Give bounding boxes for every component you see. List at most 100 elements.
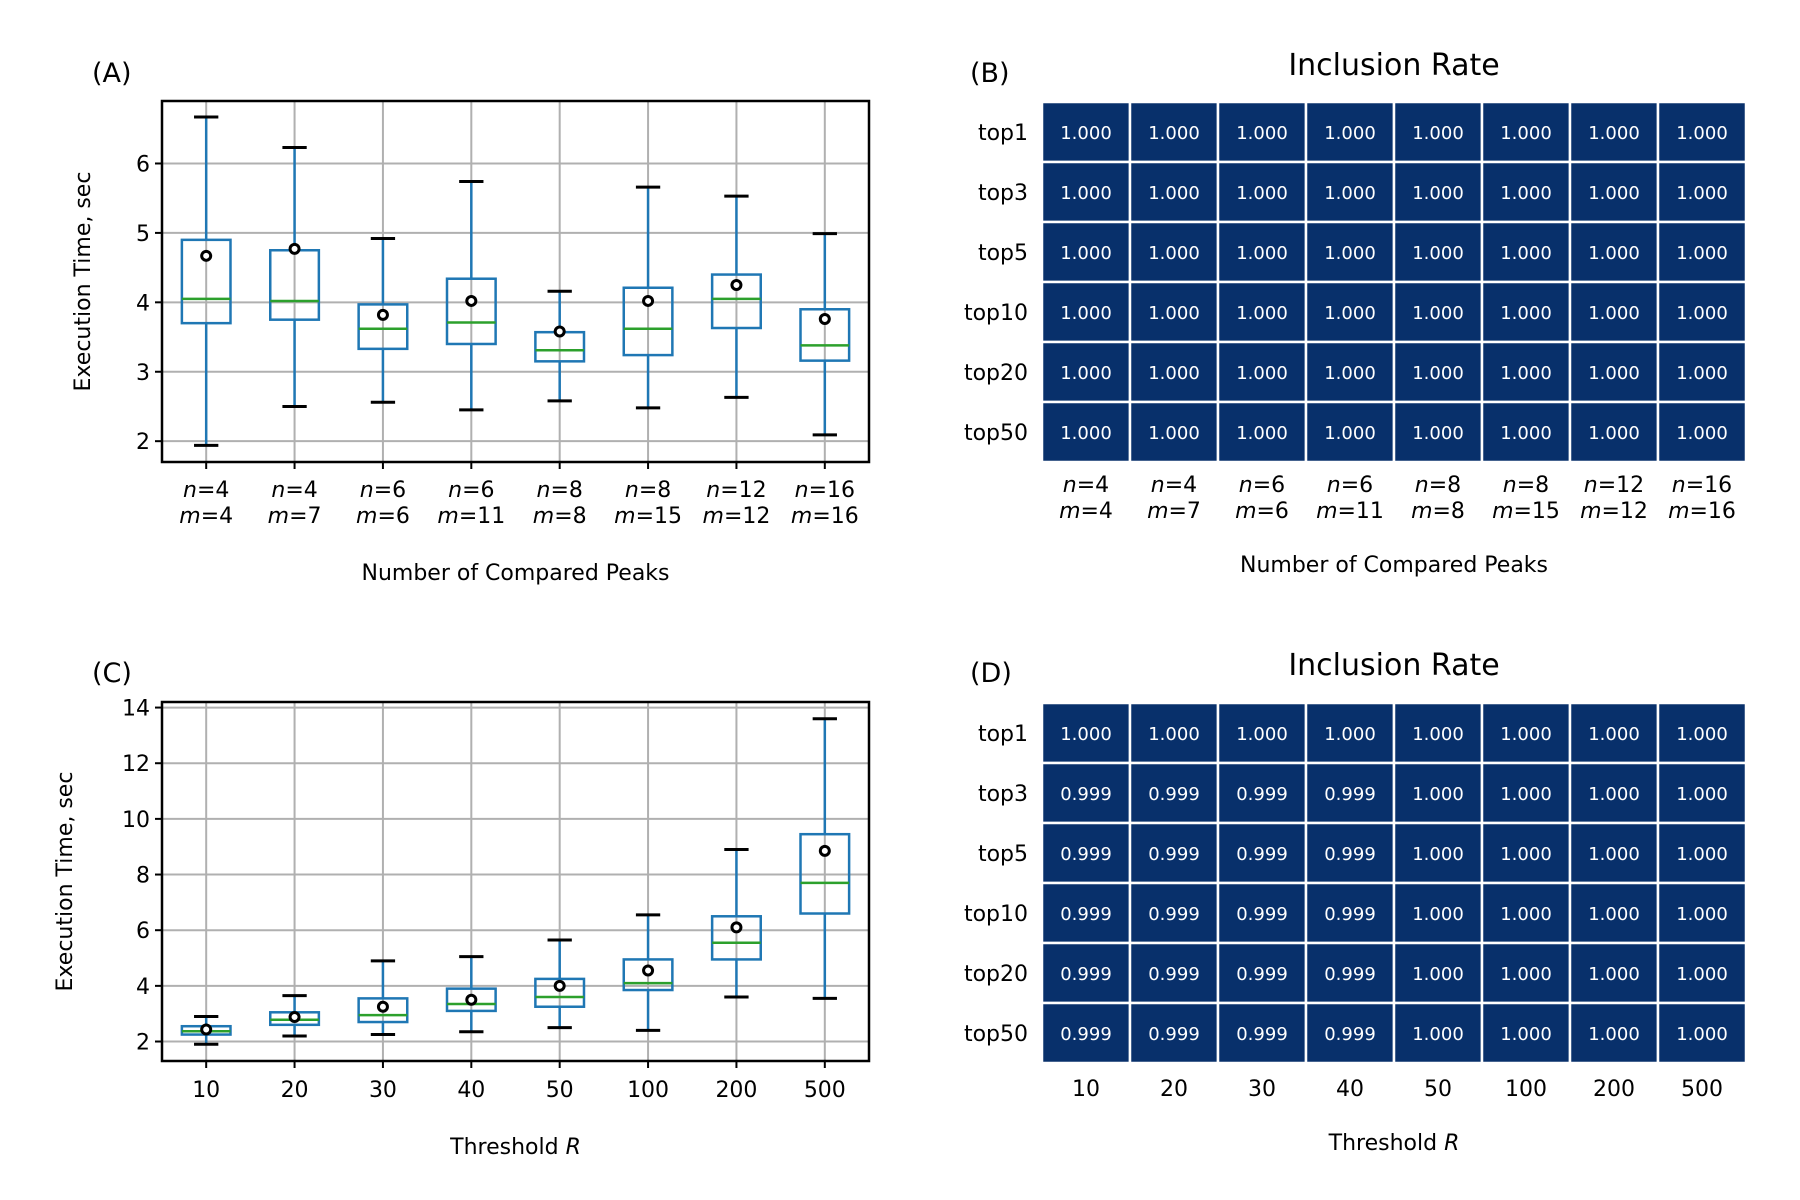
x-tick-label-m: m=11 — [437, 504, 505, 529]
axes-frame — [160, 99, 871, 464]
heatmap-cell — [1656, 340, 1748, 404]
mean-marker — [553, 325, 566, 338]
box-0 — [180, 115, 232, 447]
heatmap-cell — [1040, 761, 1132, 825]
cell-value: 0.999 — [1324, 784, 1376, 805]
x-axis-label: Number of Compared Peaks — [1240, 553, 1548, 578]
cell-value: 1.000 — [1060, 123, 1112, 144]
x-tick-label-m: m=4 — [1059, 499, 1113, 524]
mean-marker — [818, 312, 831, 325]
mean-marker — [642, 964, 655, 977]
heatmap-cell — [1480, 160, 1572, 224]
x-tick-label: 20 — [281, 1078, 309, 1103]
panel-a: (A)23456n=4m=4n=4m=7n=6m=6n=6m=11n=8m=8n… — [71, 58, 871, 586]
heatmap-cell — [1392, 1001, 1484, 1065]
cell-value: 1.000 — [1500, 904, 1552, 925]
cell-value: 1.000 — [1412, 423, 1464, 444]
x-axis-label: Number of Compared Peaks — [361, 561, 669, 586]
heatmap-cell — [1656, 821, 1748, 885]
heatmap-cell — [1216, 340, 1308, 404]
x-tick-label-m: m=16 — [791, 504, 859, 529]
heatmap-cell — [1040, 821, 1132, 885]
x-tick-label-m: m=12 — [703, 504, 771, 529]
cell-value: 0.999 — [1236, 904, 1288, 925]
cell-value: 0.999 — [1236, 1024, 1288, 1045]
x-tick-label: 200 — [715, 1078, 757, 1103]
chart-title: Inclusion Rate — [1288, 648, 1499, 683]
box-iqr — [710, 915, 762, 961]
heatmap-cell — [1392, 280, 1484, 344]
heatmap-cell — [1656, 701, 1748, 765]
cell-value: 0.999 — [1148, 964, 1200, 985]
cell-value: 0.999 — [1236, 844, 1288, 865]
box-6 — [710, 847, 762, 999]
box-iqr — [357, 997, 409, 1024]
cell-value: 1.000 — [1500, 183, 1552, 204]
row-label: top1 — [978, 121, 1028, 146]
cell-value: 1.000 — [1676, 784, 1728, 805]
box-iqr — [710, 273, 762, 330]
cell-value: 1.000 — [1412, 243, 1464, 264]
cell-value: 1.000 — [1412, 964, 1464, 985]
cell-value: 1.000 — [1500, 303, 1552, 324]
x-tick-label-n: n=8 — [536, 478, 582, 503]
cell-value: 1.000 — [1148, 724, 1200, 745]
mean-marker — [553, 979, 566, 992]
cell-value: 1.000 — [1500, 1024, 1552, 1045]
x-tick-label: 30 — [369, 1078, 397, 1103]
cell-value: 1.000 — [1676, 964, 1728, 985]
mean-marker — [465, 993, 478, 1006]
heatmap-cell — [1128, 220, 1220, 284]
y-tick-label: 8 — [136, 864, 150, 889]
y-tick-label: 10 — [122, 808, 150, 833]
mean-marker — [730, 278, 743, 291]
cell-value: 1.000 — [1236, 183, 1288, 204]
y-tick-label: 5 — [136, 222, 150, 247]
panel-b: (B) Inclusion Rate top1 1.000 1.000 1.000 1.00… — [964, 48, 1748, 578]
box-7 — [799, 232, 851, 437]
panel-label: (D) — [970, 658, 1012, 689]
box-2 — [357, 959, 409, 1037]
cell-value: 0.999 — [1324, 1024, 1376, 1045]
cell-value: 1.000 — [1412, 784, 1464, 805]
y-tick-label: 6 — [136, 152, 150, 177]
row-label: top5 — [978, 241, 1028, 266]
row-label: top50 — [964, 421, 1028, 446]
panel-label: (C) — [92, 658, 132, 689]
x-tick-label-n: n=6 — [448, 478, 494, 503]
cell-value: 1.000 — [1412, 303, 1464, 324]
cell-value: 1.000 — [1148, 363, 1200, 384]
cell-value: 1.000 — [1676, 303, 1728, 324]
mean-marker — [642, 294, 655, 307]
heatmap-cell — [1480, 400, 1572, 464]
heatmap-cell — [1656, 400, 1748, 464]
cell-value: 1.000 — [1588, 844, 1640, 865]
cell-value: 1.000 — [1412, 1024, 1464, 1045]
box-iqr — [445, 987, 497, 1013]
cell-value: 1.000 — [1060, 423, 1112, 444]
cell-value: 1.000 — [1676, 724, 1728, 745]
cell-value: 1.000 — [1676, 1024, 1728, 1045]
cell-value: 1.000 — [1412, 123, 1464, 144]
cell-value: 1.000 — [1500, 123, 1552, 144]
row-label: top20 — [964, 962, 1028, 987]
cell-value: 1.000 — [1588, 423, 1640, 444]
box-iqr — [622, 286, 674, 357]
x-tick-label-n: n=8 — [625, 478, 671, 503]
mean-marker — [465, 294, 478, 307]
heatmap-cell — [1128, 100, 1220, 164]
x-tick-label-m: m=11 — [1316, 499, 1384, 524]
box-3 — [445, 180, 497, 412]
cell-value: 1.000 — [1500, 784, 1552, 805]
cell-value: 1.000 — [1588, 724, 1640, 745]
box-iqr — [180, 238, 232, 325]
cell-value: 1.000 — [1148, 303, 1200, 324]
cell-value: 0.999 — [1148, 844, 1200, 865]
x-tick-label: 100 — [627, 1078, 669, 1103]
cell-value: 1.000 — [1500, 844, 1552, 865]
x-tick-label-n: n=12 — [1584, 473, 1644, 498]
box-5 — [622, 185, 674, 410]
box-1 — [269, 994, 321, 1038]
cell-value: 1.000 — [1588, 123, 1640, 144]
